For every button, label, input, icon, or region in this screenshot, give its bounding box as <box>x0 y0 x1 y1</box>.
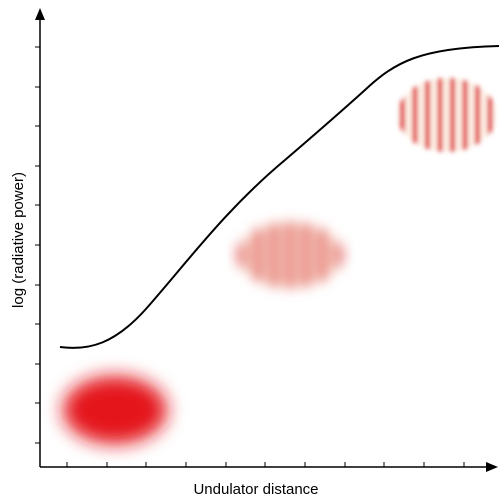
saturated-spot <box>398 78 496 152</box>
x-axis-label: Undulator distance <box>193 481 318 496</box>
middle-spot <box>238 222 342 288</box>
y-arrow <box>35 8 45 20</box>
y-ticks <box>35 46 40 444</box>
y-axis-label: log (radiative power) <box>10 172 27 308</box>
gain-curve <box>59 45 499 349</box>
x-ticks <box>66 462 465 467</box>
x-arrow <box>486 462 498 472</box>
initial-spot <box>63 376 167 444</box>
